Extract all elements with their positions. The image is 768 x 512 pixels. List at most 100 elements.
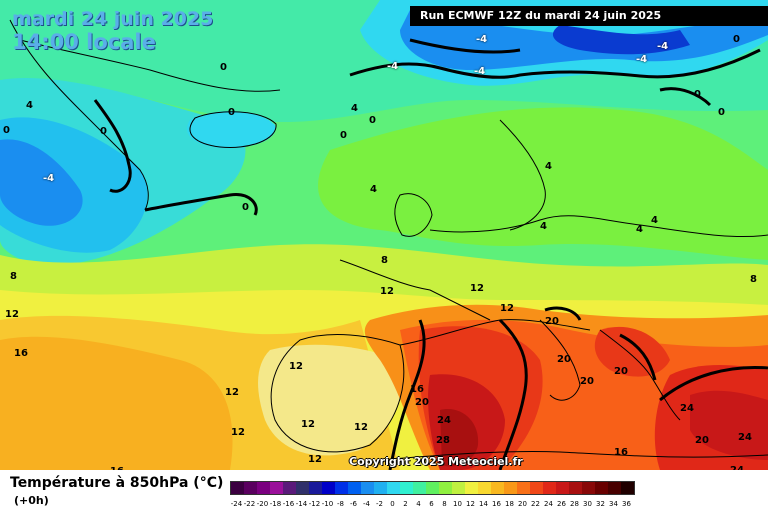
color-scale-cell: [335, 482, 348, 494]
color-scale-cell: [283, 482, 296, 494]
isotherm-label: 12: [308, 454, 322, 465]
color-scale-label: -2: [376, 500, 383, 508]
color-scale-cell: [374, 482, 387, 494]
color-scale-label: -8: [337, 500, 344, 508]
isotherm-label: 16: [614, 447, 628, 458]
isotherm-label: 12: [354, 422, 368, 433]
color-scale-label: 0: [390, 500, 395, 508]
color-scale-label: -16: [282, 500, 295, 508]
isotherm-label: 16: [110, 467, 124, 471]
isotherm-label: 12: [500, 303, 514, 314]
color-scale-label: 14: [479, 500, 488, 508]
isotherm-label: 4: [370, 184, 377, 195]
color-scale-label: -10: [321, 500, 334, 508]
color-scale-cell: [400, 482, 413, 494]
color-scale-cell: [595, 482, 608, 494]
color-scale-cell: [387, 482, 400, 494]
isotherm-label: 0: [733, 34, 740, 45]
color-scale-labels: -24 -22 -20 -18 -16 -14 -12 -10 -8 -6 -4 -2 0 2 4 6 8 10 1…: [230, 500, 633, 510]
color-scale-label: -22: [243, 500, 256, 508]
isotherm-label: 12: [5, 309, 19, 320]
field-neg6-north: [552, 25, 690, 55]
field-neg4-west: [0, 139, 83, 226]
isotherm-label: 12: [301, 419, 315, 430]
isotherm-label: 20: [415, 397, 429, 408]
color-scale-label: 34: [609, 500, 618, 508]
color-scale-cell: [309, 482, 322, 494]
isotherm-label: 16: [410, 384, 424, 395]
color-scale-label: 4: [416, 500, 421, 508]
isotherm-label: 0: [220, 62, 227, 73]
isotherm-label: 0: [694, 89, 701, 100]
isotherm-label: 12: [225, 387, 239, 398]
color-scale-label: 28: [570, 500, 579, 508]
map-time: 14:00 locale: [12, 30, 156, 54]
color-scale: [230, 481, 635, 495]
color-scale-cell: [530, 482, 543, 494]
color-scale-label: 26: [557, 500, 566, 508]
isotherm-label: 0: [242, 202, 249, 213]
isotherm-label: 12: [380, 286, 394, 297]
color-scale-cell: [413, 482, 426, 494]
isotherm-label: 20: [695, 435, 709, 446]
isotherm-label: -4: [636, 54, 648, 65]
copyright-notice: Copyright 2025 Meteociel.fr: [349, 455, 523, 468]
color-scale-cell: [296, 482, 309, 494]
isotherm-label: 12: [289, 361, 303, 372]
color-scale-cell: [348, 482, 361, 494]
isotherm-label: -4: [657, 41, 669, 52]
color-scale-label: -6: [350, 500, 357, 508]
color-scale-label: 24: [544, 500, 553, 508]
color-scale-cell: [244, 482, 257, 494]
map-canvas: [0, 0, 768, 470]
color-scale-label: -24: [230, 500, 243, 508]
coastlines: [9, 19, 768, 461]
color-scale-cell: [582, 482, 595, 494]
color-scale-cell: [478, 482, 491, 494]
isotherm-label: 0: [3, 125, 10, 136]
isotherm-label: 12: [470, 283, 484, 294]
isotherm-label: 24: [738, 432, 752, 443]
color-scale-label: 36: [622, 500, 631, 508]
temperature-map: mardi 24 juin 2025 14:00 locale Run ECMW…: [0, 0, 768, 470]
field-26-east: [690, 390, 768, 460]
isotherm-label: 24: [437, 415, 451, 426]
isotherm-label: 24: [680, 403, 694, 414]
color-scale-label: -14: [295, 500, 308, 508]
color-scale-cell: [504, 482, 517, 494]
isotherm-label: 8: [10, 271, 17, 282]
color-scale-label: -18: [269, 500, 282, 508]
isotherm-label: 4: [26, 100, 33, 111]
legend-subtitle: (+0h): [14, 494, 49, 507]
isotherm-label: -4: [387, 61, 399, 72]
isotherm-label: 20: [614, 366, 628, 377]
isotherm-label: 20: [580, 376, 594, 387]
color-scale-label: 20: [518, 500, 527, 508]
field-iberia: [258, 344, 404, 456]
field-0-island: [186, 110, 276, 149]
color-scale-cell: [361, 482, 374, 494]
color-scale-cell: [621, 482, 634, 494]
color-scale-cell: [465, 482, 478, 494]
isotherm-label: 4: [351, 103, 358, 114]
isotherm-label: 16: [14, 348, 28, 359]
isotherm-label: 20: [545, 316, 559, 327]
color-scale-label: 2: [403, 500, 408, 508]
color-scale-label: 18: [505, 500, 514, 508]
legend-title: Température à 850hPa (°C): [10, 475, 224, 491]
color-scale-label: -4: [363, 500, 370, 508]
color-scale-cell: [270, 482, 283, 494]
color-scale-label: -12: [308, 500, 321, 508]
color-scale-label: 16: [492, 500, 501, 508]
isotherm-label: -4: [476, 34, 488, 45]
legend-panel: Température à 850hPa (°C) (+0h) -24 -22 -2…: [0, 470, 768, 512]
isotherm-label: -4: [43, 173, 55, 184]
color-scale-label: 6: [429, 500, 434, 508]
isotherm-label: 0: [369, 115, 376, 126]
color-scale-label: 22: [531, 500, 540, 508]
color-scale-label: 30: [583, 500, 592, 508]
color-scale-label: 8: [442, 500, 447, 508]
color-scale-cell: [231, 482, 244, 494]
isotherm-label: 4: [540, 221, 547, 232]
color-scale-cell: [608, 482, 621, 494]
